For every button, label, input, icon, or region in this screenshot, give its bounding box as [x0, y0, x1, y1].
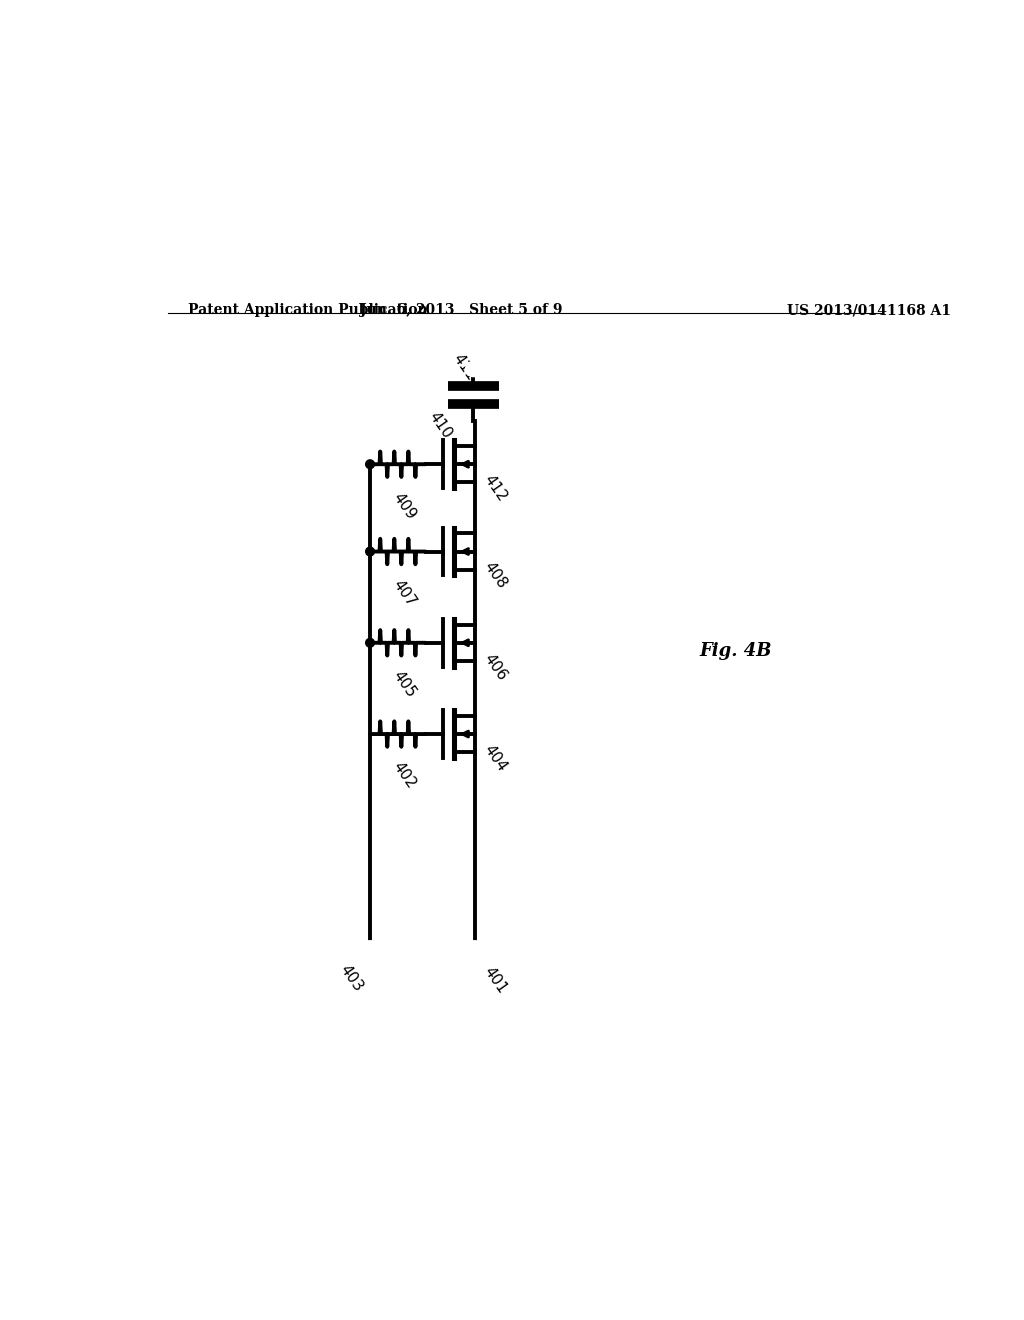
- Text: Jun. 6, 2013   Sheet 5 of 9: Jun. 6, 2013 Sheet 5 of 9: [360, 304, 562, 317]
- Text: 406: 406: [481, 651, 510, 682]
- Circle shape: [467, 363, 479, 375]
- Circle shape: [468, 942, 481, 954]
- Text: Fig. 4B: Fig. 4B: [699, 642, 772, 660]
- Text: 409: 409: [390, 490, 419, 521]
- Circle shape: [366, 548, 375, 556]
- Text: 412: 412: [481, 473, 510, 504]
- Circle shape: [366, 639, 375, 647]
- Text: 404: 404: [481, 742, 510, 775]
- Text: 403: 403: [337, 962, 367, 995]
- Text: 402: 402: [390, 759, 419, 792]
- Text: 407: 407: [390, 577, 419, 609]
- Circle shape: [366, 459, 375, 469]
- Text: US 2013/0141168 A1: US 2013/0141168 A1: [786, 304, 950, 317]
- Text: 405: 405: [390, 668, 419, 701]
- Text: 401: 401: [481, 964, 510, 997]
- Text: Patent Application Publication: Patent Application Publication: [187, 304, 427, 317]
- Text: 408: 408: [481, 560, 510, 591]
- Circle shape: [364, 942, 377, 954]
- Text: 410: 410: [426, 409, 455, 441]
- Text: 411: 411: [450, 351, 478, 384]
